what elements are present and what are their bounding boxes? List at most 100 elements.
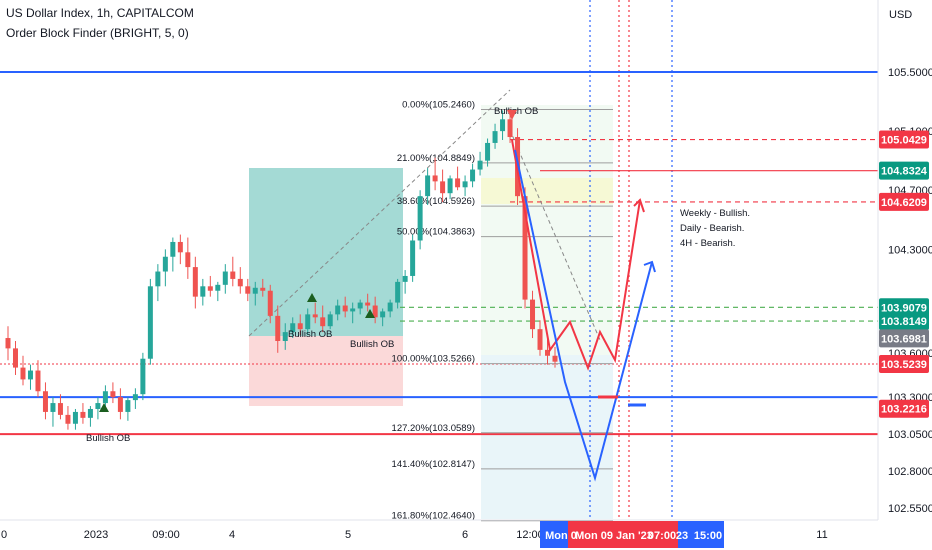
candle-body bbox=[492, 131, 498, 143]
time-tick-label: 0 bbox=[1, 529, 7, 541]
indicator-label[interactable]: Order Block Finder (BRIGHT, 5, 0) bbox=[6, 26, 189, 40]
zones-layer bbox=[249, 105, 613, 519]
time-highlight-label: 15:00 bbox=[694, 530, 722, 542]
candle-body bbox=[95, 403, 101, 409]
candle-body bbox=[170, 241, 176, 257]
time-tick-label: 6 bbox=[462, 529, 468, 541]
fib-level-label: 50.00%(104.3863) bbox=[397, 227, 475, 238]
bias-note-line: Weekly - Bullish. bbox=[680, 208, 750, 219]
candle-body bbox=[312, 314, 318, 318]
fib-level-label: 0.00%(105.2460) bbox=[402, 100, 475, 111]
candle-body bbox=[402, 275, 408, 282]
price-tick-label: 102.5500 bbox=[888, 503, 932, 515]
candle-body bbox=[65, 414, 71, 424]
candle-body bbox=[500, 119, 506, 132]
blue-arrow-head-icon bbox=[643, 260, 656, 273]
price-tag bbox=[879, 298, 929, 317]
fib-level-label: 21.00%(104.8849) bbox=[397, 153, 475, 164]
notes-layer: Weekly - Bullish. Daily - Bearish. 4H - Be… bbox=[680, 208, 750, 249]
candle-body bbox=[440, 181, 446, 194]
time-highlight-label: 07:00 bbox=[648, 530, 676, 542]
candle-body bbox=[357, 302, 363, 309]
candle-body bbox=[252, 287, 258, 294]
fib-level-label: 141.40%(102.8147) bbox=[392, 459, 475, 470]
time-tick-label: 12:00 bbox=[516, 529, 544, 541]
horizontal-lines-layer bbox=[0, 0, 878, 520]
time-highlight-label: Mon 09 Jan '23 bbox=[575, 530, 653, 542]
fib-extension-zone bbox=[481, 355, 613, 519]
projection-layer bbox=[511, 139, 656, 482]
candle-body bbox=[102, 391, 108, 404]
golden-pocket-zone bbox=[481, 178, 613, 204]
price-tick-label: 105.5000 bbox=[888, 67, 932, 79]
bias-note-line: 4H - Bearish. bbox=[680, 238, 735, 249]
candle-body bbox=[12, 348, 18, 368]
price-tick-label: 103.0500 bbox=[888, 429, 932, 441]
candle-body bbox=[320, 317, 326, 327]
candle-body bbox=[507, 119, 513, 138]
time-tick-label: 4 bbox=[229, 529, 235, 541]
fib-level-label: 100.00%(103.5266) bbox=[392, 354, 475, 365]
candle-body bbox=[230, 271, 236, 279]
candle-body bbox=[425, 175, 431, 197]
price-tick-label: 104.3000 bbox=[888, 244, 932, 256]
candle-body bbox=[530, 299, 536, 330]
fib-level-label: 161.80%(102.4640) bbox=[392, 511, 475, 522]
candle-body bbox=[222, 271, 228, 285]
price-tags-layer: 105.0429 104.8324 104.6209 103.9079 103.8149… bbox=[879, 130, 929, 418]
candle-body bbox=[470, 169, 476, 182]
candle-body bbox=[215, 284, 221, 291]
candle-body bbox=[117, 397, 123, 412]
price-tag bbox=[879, 329, 929, 348]
candle-body bbox=[327, 314, 333, 327]
candle-body bbox=[20, 367, 26, 380]
fibonacci-layer: 0.00%(105.2460) 21.00%(104.8849) 38.60%(10… bbox=[248, 89, 613, 522]
order-block-label: Bullish OB bbox=[288, 329, 332, 340]
candle-body bbox=[267, 290, 273, 316]
fib-level-label: 38.60%(104.5926) bbox=[397, 196, 475, 207]
time-tick-label: 09:00 bbox=[152, 529, 180, 541]
price-tag bbox=[879, 355, 929, 374]
order-block-label: Bullish OB bbox=[86, 433, 130, 444]
candle-body bbox=[177, 241, 183, 253]
candle-body bbox=[380, 311, 386, 318]
candle-body bbox=[282, 332, 288, 341]
price-tag bbox=[879, 399, 929, 418]
candle-body bbox=[372, 305, 378, 318]
candle-body bbox=[87, 408, 93, 418]
candle-body bbox=[132, 394, 138, 401]
candle-body bbox=[432, 175, 438, 182]
candle-body bbox=[410, 240, 416, 276]
candle-body bbox=[537, 329, 543, 350]
candle-body bbox=[192, 267, 198, 297]
candle-body bbox=[245, 286, 251, 294]
bias-note-line: Daily - Bearish. bbox=[680, 223, 744, 234]
candle-body bbox=[485, 142, 491, 161]
candle-body bbox=[545, 349, 551, 356]
candle-body bbox=[387, 302, 393, 312]
candle-body bbox=[57, 403, 63, 415]
candle-body bbox=[417, 196, 423, 241]
price-tag-label: 103.5239 bbox=[881, 359, 927, 371]
price-tag bbox=[879, 312, 929, 331]
price-tick-label: 102.8000 bbox=[888, 466, 932, 478]
bearish-marker-icon bbox=[507, 110, 517, 120]
candle-body bbox=[462, 181, 468, 188]
candle-body bbox=[200, 286, 206, 297]
chart-title: US Dollar Index, 1h, CAPITALCOM bbox=[6, 6, 194, 20]
candle-body bbox=[185, 252, 191, 268]
price-tag-label: 105.0429 bbox=[881, 135, 927, 147]
bullish-marker-icon bbox=[307, 293, 317, 302]
time-tick-label: 5 bbox=[345, 529, 351, 541]
candle-body bbox=[290, 323, 296, 333]
candle-body bbox=[147, 286, 153, 359]
price-axis-label: USD bbox=[889, 9, 912, 21]
long-position-loss-zone bbox=[249, 336, 403, 406]
time-range-highlight-red bbox=[568, 521, 678, 548]
candle-body bbox=[35, 370, 41, 392]
candle-body bbox=[207, 286, 213, 291]
time-tick-label: 2023 bbox=[84, 529, 108, 541]
red-projection-path bbox=[511, 139, 641, 371]
